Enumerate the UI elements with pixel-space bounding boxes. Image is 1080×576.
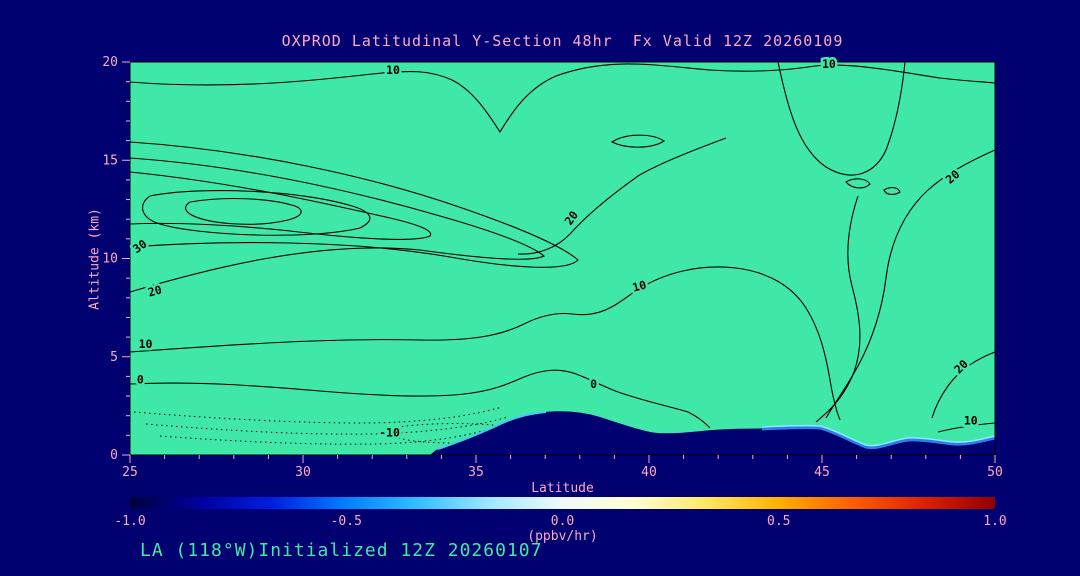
svg-text:35: 35 [468, 465, 484, 480]
svg-text:0.0: 0.0 [551, 514, 574, 529]
svg-text:25: 25 [122, 465, 138, 480]
contour-lines [129, 61, 996, 433]
init-annotation: LA (118°W)Initialized 12Z 20260107 [140, 540, 543, 561]
y-axis-ticks: 0 5 10 15 20 [102, 55, 130, 463]
x-axis-title: Latitude [531, 481, 594, 496]
colorbar-gradient [130, 497, 995, 509]
svg-text:0.5: 0.5 [767, 514, 790, 529]
svg-text:0: 0 [137, 372, 144, 386]
svg-text:-0.5: -0.5 [331, 514, 362, 529]
svg-text:10: 10 [102, 252, 118, 267]
plot-area [130, 62, 995, 455]
svg-text:1.0: 1.0 [983, 514, 1006, 529]
svg-text:30: 30 [295, 465, 311, 480]
svg-text:10: 10 [964, 414, 978, 428]
svg-text:20: 20 [146, 282, 163, 299]
x-axis-ticks: 25 30 35 40 45 50 [122, 455, 1003, 480]
svg-text:0: 0 [590, 377, 597, 391]
svg-text:10: 10 [386, 63, 400, 77]
svg-text:-1.0: -1.0 [114, 514, 145, 529]
svg-text:10: 10 [139, 337, 153, 351]
svg-text:5: 5 [110, 350, 118, 365]
svg-text:-10: -10 [379, 425, 400, 439]
colorbar-tick-labels: -1.0 -0.5 0.0 0.5 1.0 [114, 514, 1006, 529]
svg-text:10: 10 [631, 278, 648, 295]
colorbar-units-label: (ppbv/hr) [527, 529, 598, 544]
svg-text:20: 20 [102, 55, 118, 70]
svg-text:10: 10 [822, 57, 836, 71]
negative-contour-lines [133, 406, 519, 445]
chart-title: OXPROD Latitudinal Y-Section 48hr Fx Val… [281, 32, 844, 50]
svg-text:50: 50 [987, 465, 1003, 480]
svg-text:45: 45 [814, 465, 830, 480]
svg-text:40: 40 [641, 465, 657, 480]
terrain [430, 411, 995, 455]
svg-text:0: 0 [110, 448, 118, 463]
terrain-edge-shading [437, 411, 996, 450]
svg-text:15: 15 [102, 153, 118, 168]
